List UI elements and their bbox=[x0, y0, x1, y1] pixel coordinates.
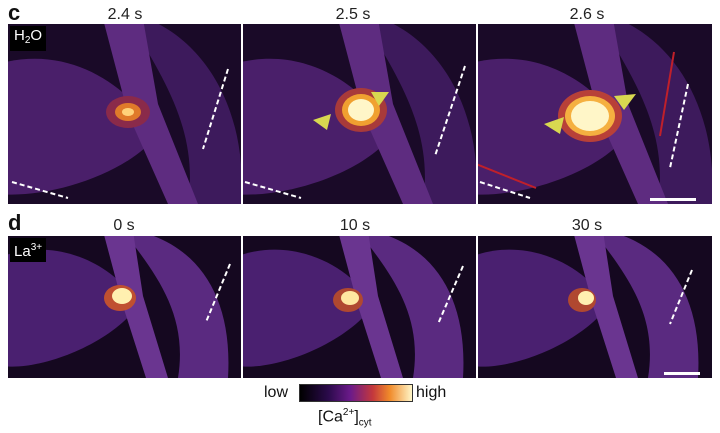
panel-c-frame-2 bbox=[243, 24, 476, 204]
panel-d-frame-3 bbox=[478, 236, 712, 378]
panel-d-time-1: 0 s bbox=[113, 217, 135, 234]
panel-c-time-3: 2.6 s bbox=[569, 6, 605, 23]
legend-quantity-label: [Ca2+]cyt bbox=[318, 407, 372, 429]
panel-c-letter: c bbox=[8, 0, 21, 25]
panel-d-time-3: 30 s bbox=[571, 217, 603, 234]
colormap-bar bbox=[299, 384, 413, 402]
legend-high-label: high bbox=[416, 384, 447, 401]
arrowhead-icon bbox=[313, 114, 331, 130]
la3-label: La3+ bbox=[10, 238, 47, 262]
panel-d-letter: d bbox=[8, 210, 22, 235]
arrowhead-icon bbox=[544, 117, 564, 134]
panel-d-frame-2 bbox=[243, 236, 476, 378]
scale-bar-c bbox=[650, 198, 696, 201]
legend-low-label: low bbox=[264, 384, 289, 401]
h2o-label: H2O bbox=[10, 26, 47, 51]
panel-d-frame-1: La3+ bbox=[8, 236, 241, 378]
panel-c-frame-1: H2O bbox=[8, 24, 241, 204]
panel-c-frame-3 bbox=[478, 24, 712, 204]
panel-c-time-2: 2.5 s bbox=[335, 6, 371, 23]
arrowhead-icon bbox=[371, 92, 389, 106]
panel-c-time-1: 2.4 s bbox=[107, 6, 143, 23]
panel-d-time-2: 10 s bbox=[339, 217, 371, 234]
scale-bar-d bbox=[664, 372, 700, 375]
arrowhead-icon bbox=[614, 94, 636, 110]
